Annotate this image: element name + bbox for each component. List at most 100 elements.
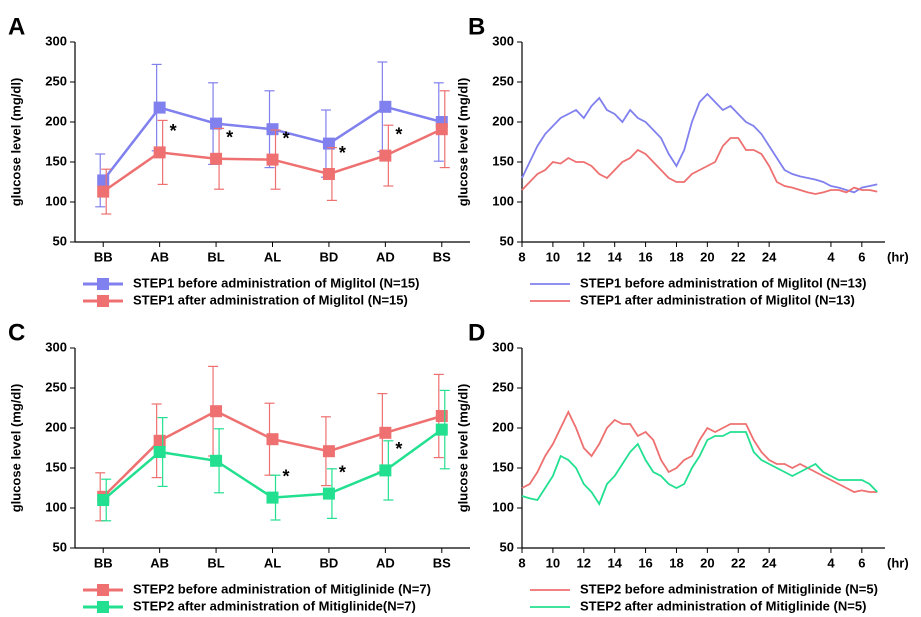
x-tick-label: BL <box>207 555 224 570</box>
y-tick-label: 50 <box>53 233 67 248</box>
y-tick-label: 200 <box>492 419 514 434</box>
data-point <box>153 146 166 159</box>
x-tick-label: 10 <box>546 555 560 570</box>
x-tick-label: 4 <box>827 249 835 264</box>
x-tick-label: AB <box>150 555 169 570</box>
x-tick-label: BB <box>94 249 113 264</box>
legend-label: STEP2 after administration of Mitiglinid… <box>133 598 416 613</box>
data-point <box>210 405 223 418</box>
x-tick-label: 12 <box>577 249 591 264</box>
x-tick-label: AL <box>264 249 281 264</box>
data-point <box>322 445 335 458</box>
data-point <box>322 487 335 500</box>
data-point <box>97 174 110 187</box>
x-tick-label: 6 <box>858 249 865 264</box>
legend-label: STEP1 before administration of Miglitol … <box>580 275 866 290</box>
significance-marker: * <box>339 143 346 163</box>
y-tick-label: 150 <box>45 459 67 474</box>
x-tick-label: 18 <box>669 249 683 264</box>
legend-marker <box>97 295 109 307</box>
legend-label: STEP2 before administration of Mitiglini… <box>580 581 878 596</box>
data-point <box>210 117 223 130</box>
y-tick-label: 100 <box>492 193 514 208</box>
legend-marker <box>97 601 109 613</box>
x-tick-label: 8 <box>518 249 525 264</box>
x-tick-label: BS <box>433 555 451 570</box>
data-point <box>266 433 279 446</box>
y-tick-label: 50 <box>500 233 514 248</box>
y-tick-label: 50 <box>53 539 67 554</box>
significance-marker: * <box>170 121 177 141</box>
y-tick-label: 200 <box>45 419 67 434</box>
y-tick-label: 50 <box>500 539 514 554</box>
legend-label: STEP1 after administration of Miglitol (… <box>580 292 855 307</box>
x-tick-label: 10 <box>546 249 560 264</box>
y-tick-label: 150 <box>492 459 514 474</box>
y-tick-label: 300 <box>45 339 67 354</box>
y-tick-label: 100 <box>492 499 514 514</box>
significance-marker: * <box>226 128 233 148</box>
x-tick-label: 20 <box>700 249 714 264</box>
panel-label: C <box>8 319 25 346</box>
x-tick-label: BS <box>433 249 451 264</box>
data-point <box>322 168 335 180</box>
data-point <box>379 100 392 113</box>
y-tick-label: 150 <box>492 153 514 168</box>
trace-line <box>521 92 878 194</box>
series-line <box>102 105 443 182</box>
x-tick-label: AD <box>376 555 395 570</box>
x-axis-label: (hr) <box>887 249 909 264</box>
x-tick-label: 8 <box>518 555 525 570</box>
x-tick-label: BD <box>320 249 339 264</box>
x-tick-label: 12 <box>577 555 591 570</box>
x-tick-label: AL <box>264 555 281 570</box>
data-point <box>322 137 335 150</box>
x-tick-label: 20 <box>700 555 714 570</box>
data-point <box>379 426 392 439</box>
data-point <box>153 434 166 447</box>
trace-line <box>521 409 878 493</box>
y-tick-label: 200 <box>45 113 67 128</box>
data-point <box>266 153 279 166</box>
data-point <box>97 494 110 506</box>
data-point <box>435 410 448 422</box>
x-tick-label: 24 <box>762 555 777 570</box>
y-tick-label: 300 <box>45 33 67 48</box>
x-tick-label: 18 <box>669 555 683 570</box>
x-tick-label: 24 <box>762 249 777 264</box>
y-tick-label: 250 <box>492 379 514 394</box>
data-point <box>435 423 448 436</box>
x-tick-label: 22 <box>731 249 745 264</box>
y-axis-label: glucose level (mg/dl) <box>8 78 23 207</box>
x-tick-label: BL <box>207 249 224 264</box>
significance-marker: * <box>395 439 402 459</box>
significance-marker: * <box>395 124 402 144</box>
trace-line <box>521 431 878 506</box>
x-tick-label: 22 <box>731 555 745 570</box>
x-tick-label: BB <box>94 555 113 570</box>
legend-label: STEP2 before administration of Mitiglini… <box>133 581 431 596</box>
y-tick-label: 150 <box>45 153 67 168</box>
y-tick-label: 100 <box>45 193 67 208</box>
y-axis-label: glucose level (mg/dl) <box>8 384 23 513</box>
data-point <box>210 454 223 467</box>
y-tick-label: 100 <box>45 499 67 514</box>
data-point <box>379 149 392 162</box>
data-point <box>210 152 223 165</box>
x-tick-label: 14 <box>607 555 622 570</box>
significance-marker: * <box>283 128 290 148</box>
x-tick-label: BD <box>320 555 339 570</box>
y-tick-label: 250 <box>492 73 514 88</box>
x-tick-label: 6 <box>858 555 865 570</box>
panel-label: A <box>8 13 25 40</box>
data-point <box>97 185 110 198</box>
data-point <box>379 464 392 477</box>
data-point <box>153 101 166 114</box>
legend-label: STEP2 after administration of Mitiglinid… <box>580 598 866 613</box>
y-tick-label: 300 <box>492 33 514 48</box>
x-tick-label: 16 <box>638 555 652 570</box>
data-point <box>435 123 448 136</box>
panel-label: D <box>468 319 485 346</box>
y-tick-label: 250 <box>45 73 67 88</box>
x-tick-label: 4 <box>827 555 835 570</box>
